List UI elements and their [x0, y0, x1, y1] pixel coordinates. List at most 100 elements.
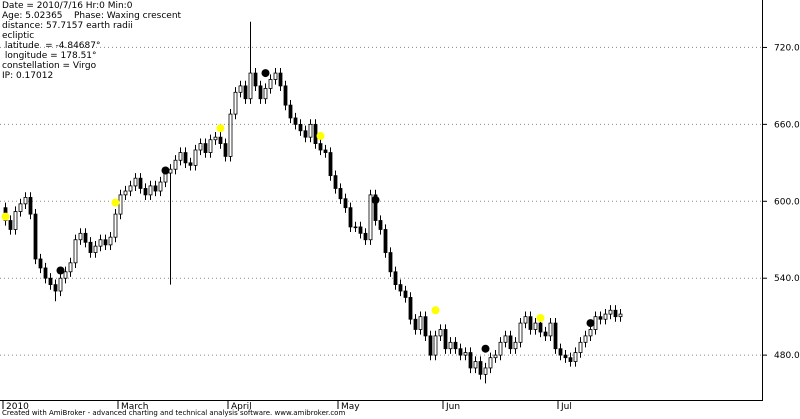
candle-body	[23, 197, 28, 205]
candle-body	[158, 181, 163, 192]
info-line: IP: 0.17012	[2, 71, 53, 81]
candle-body	[473, 361, 478, 369]
candle-body	[73, 239, 78, 264]
candle-body	[368, 194, 373, 241]
footer: Created with AmiBroker - advanced charti…	[2, 409, 345, 417]
candle-body	[413, 318, 418, 330]
candle-body	[243, 85, 248, 100]
candle-body	[433, 335, 438, 356]
candle-body	[103, 239, 108, 246]
candle-body	[603, 313, 608, 320]
moon-marker	[56, 266, 65, 275]
candle-body	[273, 72, 278, 80]
candle-body	[168, 168, 173, 174]
candle-body	[58, 277, 63, 292]
candle-body	[588, 329, 593, 337]
candle-body	[408, 297, 413, 320]
moon-marker	[481, 344, 490, 353]
info-line: Date = 2010/7/16 Hr:0 Min:0	[2, 1, 133, 11]
candle-body	[78, 232, 83, 241]
candle-body	[38, 258, 43, 269]
candle-body	[278, 72, 283, 87]
candle-body	[48, 277, 53, 286]
candle-body	[618, 313, 623, 318]
moon-marker	[431, 306, 440, 315]
moon-marker	[1, 212, 10, 221]
candle-body	[128, 185, 133, 192]
candle-body	[363, 232, 368, 241]
candle-body	[213, 136, 218, 141]
info-line: Age: 5.02365 Phase: Waxing crescent	[2, 11, 182, 21]
candle-body	[288, 104, 293, 119]
candle-body	[83, 232, 88, 243]
candle-body	[228, 113, 233, 157]
candle-body	[348, 207, 353, 228]
info-line: ecliptic	[2, 31, 34, 41]
candle-body	[543, 331, 548, 337]
candle-body	[483, 367, 488, 375]
candle-body	[518, 322, 523, 343]
candle-body	[443, 329, 448, 350]
candle-body	[373, 194, 378, 221]
x-tick-label: May	[341, 402, 360, 412]
candle-body	[178, 152, 183, 161]
candle-body	[388, 252, 393, 273]
candle-body	[573, 352, 578, 362]
candle-body	[68, 262, 73, 273]
candle-body	[28, 197, 33, 215]
info-line: distance: 57.7157 earth radii	[2, 21, 133, 31]
candle-body	[43, 267, 48, 279]
candle-body	[568, 357, 573, 362]
candle-body	[263, 88, 268, 100]
y-tick-label: 720.0	[774, 43, 800, 53]
candle-body	[113, 213, 118, 238]
candle-body	[233, 91, 238, 115]
candle-body	[558, 348, 563, 356]
y-tick-label: 600.0	[774, 197, 800, 207]
candle-body	[258, 85, 263, 100]
candle-body	[458, 348, 463, 356]
candle-body	[353, 226, 358, 229]
candle-body	[333, 175, 338, 189]
candle-body	[18, 203, 23, 212]
candle-body	[343, 198, 348, 209]
candle-body	[598, 316, 603, 320]
y-tick-label: 540.0	[774, 274, 800, 284]
candle-body	[208, 139, 213, 153]
x-tick-label: April	[231, 402, 252, 412]
moon-marker	[536, 313, 545, 322]
moon-marker	[371, 196, 380, 204]
y-tick-label: 480.0	[774, 351, 800, 361]
candle-body	[523, 316, 528, 324]
candle-body	[8, 220, 13, 230]
moon-marker	[216, 124, 225, 133]
candle-body	[468, 352, 473, 369]
candle-body	[478, 361, 483, 375]
candle-body	[298, 123, 303, 132]
info-line: latitude = -4.84687°	[2, 41, 100, 51]
candle-body	[33, 213, 38, 260]
candle-body	[188, 162, 193, 166]
candle-body	[538, 322, 543, 333]
candle-body	[123, 190, 128, 196]
candle-body	[308, 123, 313, 138]
candle-body	[148, 185, 153, 196]
candle-body	[293, 117, 298, 125]
candle-body	[528, 316, 533, 330]
candle-body	[438, 329, 443, 337]
info-line: longitude = 178.51°	[2, 51, 97, 61]
candle-body	[578, 341, 583, 353]
candle-body	[283, 85, 288, 106]
candle-body	[238, 85, 243, 93]
x-tick-label: 2010	[6, 402, 29, 412]
candle-body	[138, 177, 143, 189]
candle-body	[313, 123, 318, 144]
y-tick-label: 660.0	[774, 120, 800, 130]
candle-body	[198, 143, 203, 151]
candle-body	[88, 241, 93, 253]
x-tick-label: March	[121, 402, 148, 412]
candle-body	[448, 341, 453, 350]
candle-body	[613, 309, 618, 318]
